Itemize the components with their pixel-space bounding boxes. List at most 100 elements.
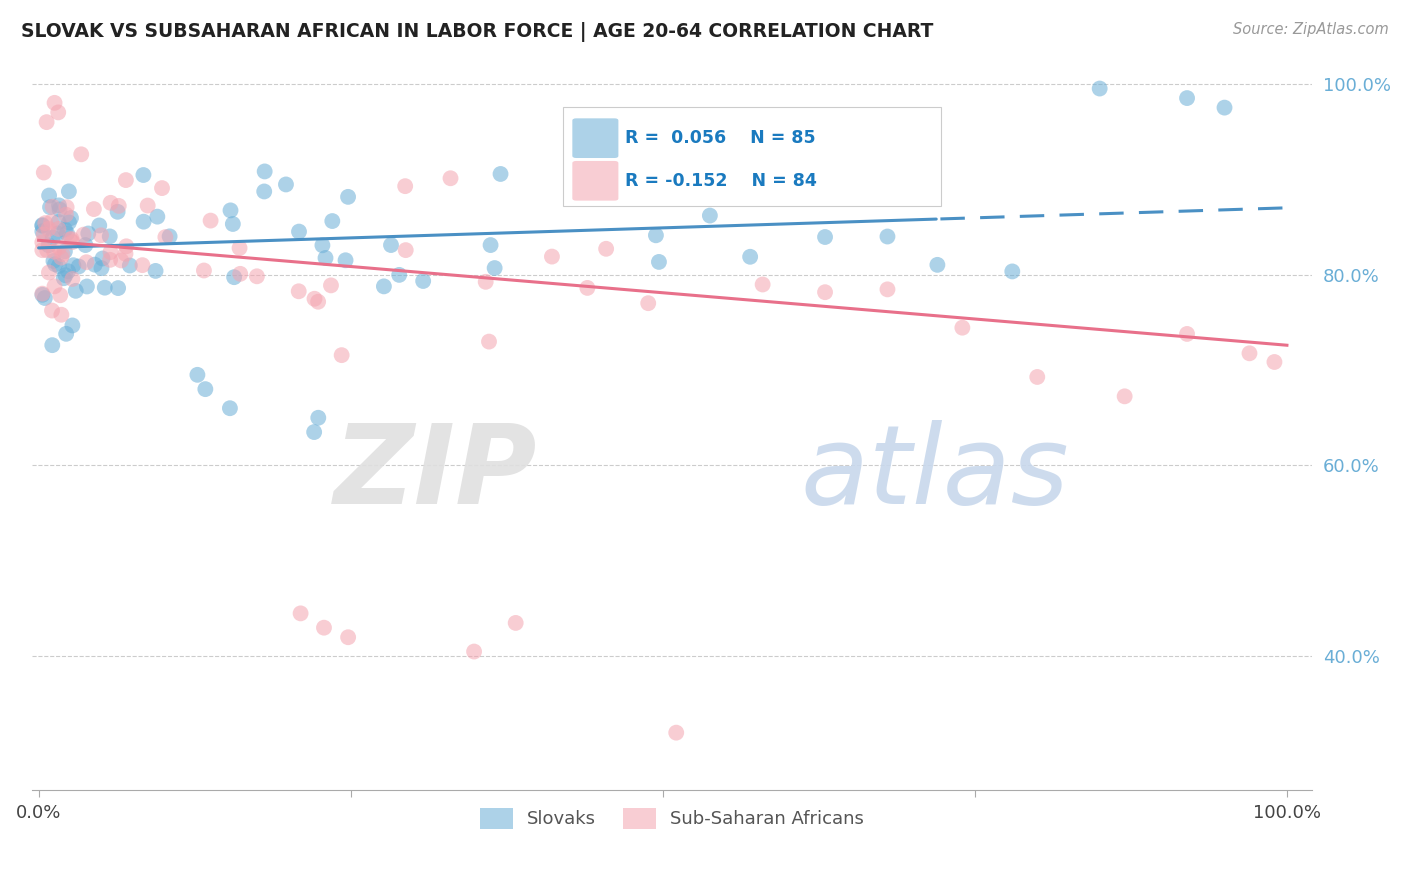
- Point: [39, 215, 62, 229]
- Point: [246, 269, 269, 284]
- Point: [602, 124, 624, 138]
- Point: [46, 227, 69, 241]
- Point: [132, 215, 155, 229]
- Point: [330, 348, 353, 362]
- Point: [32, 165, 55, 179]
- Point: [55, 268, 77, 283]
- Point: [118, 259, 141, 273]
- Point: [1175, 91, 1198, 105]
- Text: R =  0.056    N = 85: R = 0.056 N = 85: [624, 129, 815, 147]
- Point: [51, 308, 73, 322]
- Point: [31, 224, 53, 238]
- FancyBboxPatch shape: [572, 161, 619, 201]
- Point: [42, 230, 65, 244]
- Point: [136, 198, 159, 212]
- Point: [302, 425, 325, 439]
- Point: [60, 232, 83, 246]
- Point: [56, 264, 79, 278]
- Point: [53, 244, 76, 259]
- Point: [395, 243, 418, 257]
- Point: [131, 258, 153, 272]
- Point: [479, 238, 502, 252]
- Point: [34, 216, 56, 230]
- Point: [72, 227, 94, 242]
- Point: [1213, 101, 1236, 115]
- Point: [307, 410, 329, 425]
- Point: [77, 227, 100, 241]
- Point: [31, 218, 53, 232]
- Point: [155, 230, 177, 244]
- Point: [228, 241, 250, 255]
- Point: [740, 250, 762, 264]
- Point: [595, 242, 617, 256]
- Point: [48, 198, 70, 212]
- Point: [463, 644, 485, 658]
- Point: [34, 291, 56, 305]
- Point: [814, 230, 837, 244]
- Point: [412, 274, 434, 288]
- Point: [46, 105, 69, 120]
- Point: [51, 251, 73, 265]
- Point: [114, 246, 136, 260]
- Point: [44, 257, 66, 271]
- Point: [110, 253, 132, 268]
- Point: [253, 164, 276, 178]
- Point: [927, 258, 949, 272]
- Point: [83, 202, 105, 216]
- Point: [645, 228, 668, 243]
- Point: [35, 115, 58, 129]
- Point: [56, 226, 79, 240]
- Point: [42, 254, 65, 268]
- Point: [474, 275, 496, 289]
- Point: [44, 279, 66, 293]
- Point: [478, 334, 501, 349]
- Point: [65, 284, 87, 298]
- Point: [304, 292, 326, 306]
- Point: [193, 263, 215, 277]
- Point: [876, 282, 898, 296]
- Point: [690, 184, 713, 198]
- Point: [219, 401, 242, 416]
- Point: [319, 278, 342, 293]
- Point: [67, 260, 90, 274]
- Point: [55, 208, 77, 222]
- Point: [1088, 81, 1111, 95]
- Point: [229, 267, 252, 281]
- Point: [31, 243, 53, 257]
- Point: [48, 215, 70, 229]
- Point: [31, 286, 53, 301]
- Point: [31, 287, 53, 301]
- Point: [59, 211, 82, 225]
- Point: [38, 265, 60, 279]
- Point: [60, 318, 83, 333]
- Point: [90, 261, 112, 276]
- Point: [100, 245, 122, 260]
- Point: [100, 195, 122, 210]
- Point: [107, 204, 129, 219]
- Point: [115, 173, 138, 187]
- Point: [115, 239, 138, 253]
- Point: [31, 219, 53, 233]
- Point: [505, 615, 527, 630]
- Point: [48, 240, 70, 254]
- Point: [814, 285, 837, 300]
- Point: [52, 271, 75, 285]
- Point: [186, 368, 208, 382]
- Point: [132, 168, 155, 182]
- Point: [665, 725, 688, 739]
- Point: [1001, 264, 1024, 278]
- Point: [388, 268, 411, 282]
- Point: [70, 147, 93, 161]
- Text: atlas: atlas: [800, 420, 1069, 527]
- Point: [335, 253, 357, 268]
- Point: [59, 232, 82, 246]
- Point: [58, 215, 80, 229]
- Point: [55, 326, 77, 341]
- Point: [38, 188, 60, 202]
- Point: [60, 235, 83, 249]
- Point: [373, 279, 395, 293]
- Point: [287, 285, 309, 299]
- Point: [489, 167, 512, 181]
- Point: [222, 217, 245, 231]
- Text: SLOVAK VS SUBSAHARAN AFRICAN IN LABOR FORCE | AGE 20-64 CORRELATION CHART: SLOVAK VS SUBSAHARAN AFRICAN IN LABOR FO…: [21, 22, 934, 42]
